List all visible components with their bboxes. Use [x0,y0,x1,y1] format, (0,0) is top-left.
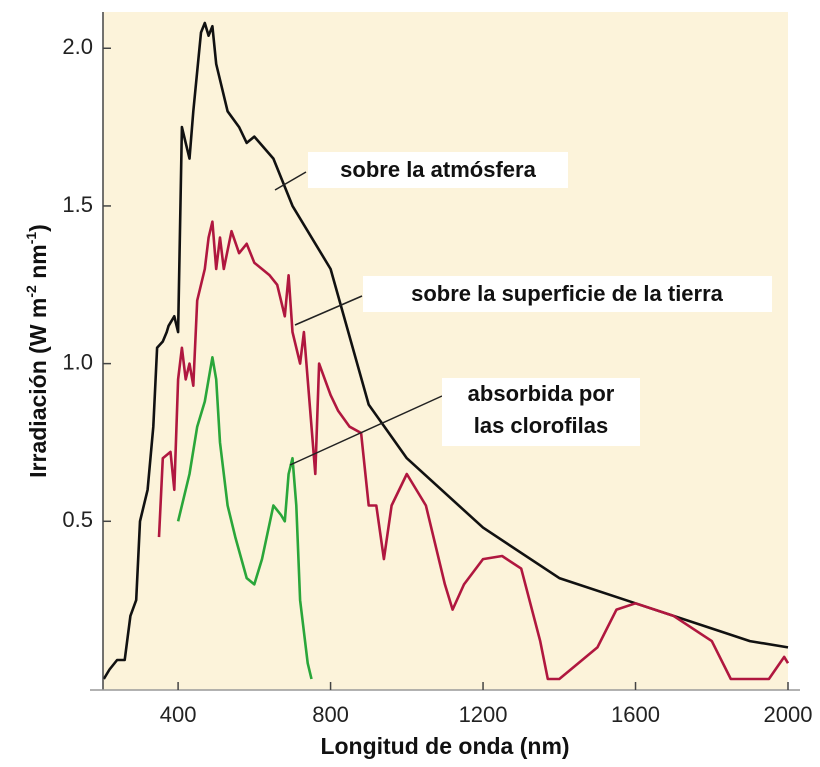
series-line [102,21,789,680]
leader-line [289,395,443,466]
y-axis-label: Irradiación (W m-2 nm-1) [23,224,51,478]
x-tick-label: 800 [312,702,349,727]
annotation-box [442,378,640,446]
annotation-box [363,276,772,312]
annotation: absorbida por [468,381,615,406]
series-line [157,220,790,681]
y-label-part: nm [25,244,51,285]
curves [102,21,790,681]
x-tick-label: 1200 [459,702,508,727]
annotation: sobre la atmósfera [340,157,536,182]
annotation: sobre la superficie de la tierra [411,281,724,306]
x-tick-label: 2000 [764,702,813,727]
y-tick-label: 0.5 [62,507,93,532]
y-label-part: ) [25,224,51,232]
y-tick-label: 1.0 [62,349,93,374]
annotation-box [308,152,568,188]
series-line [176,355,313,680]
y-tick-label: 2.0 [62,34,93,59]
x-axis-label: Longitud de onda (nm) [320,733,569,759]
leader-line [274,171,307,191]
x-tick-label: 1600 [611,702,660,727]
y-label-part: Irradiación (W m [25,298,51,478]
plot-background [103,12,788,690]
y-label-sup: -1 [23,232,39,245]
x-tick-label: 400 [160,702,197,727]
y-label-sup: -2 [23,285,39,298]
y-tick-label: 1.5 [62,192,93,217]
leader-line [294,295,363,326]
annotation: las clorofilas [474,413,609,438]
